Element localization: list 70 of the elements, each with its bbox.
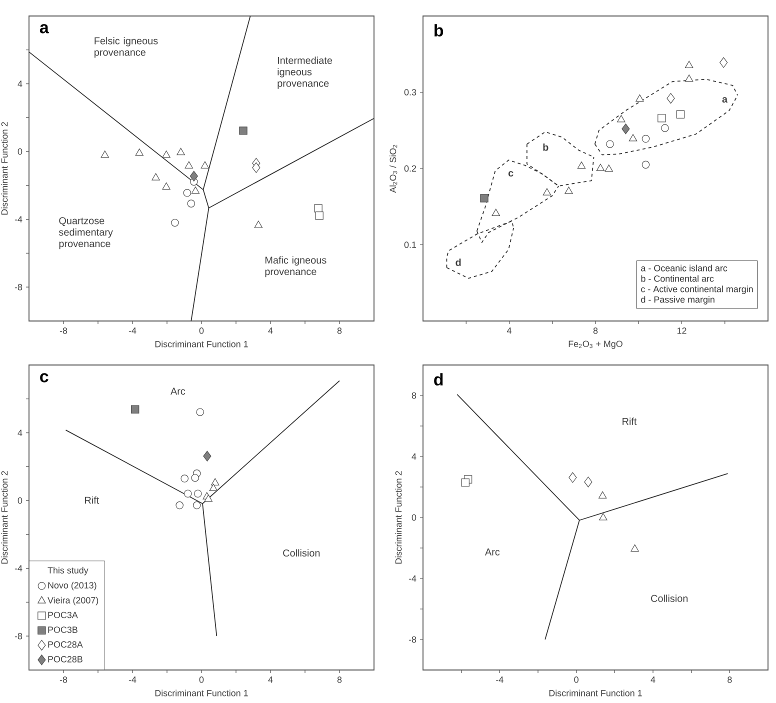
y-tick-label: -4 (14, 565, 22, 572)
legend-label: Vieira (2007) (48, 596, 98, 606)
x-tick-label: 4 (268, 676, 273, 683)
y-tick-label: -4 (408, 575, 416, 582)
legend-label: POC28B (48, 656, 82, 662)
annotation: d (456, 258, 461, 266)
annotation: Arc (170, 388, 186, 395)
y-tick-label: 4 (18, 80, 22, 87)
x-tick-label: 8 (337, 328, 342, 334)
y-tick-label: 0 (412, 514, 416, 521)
annotation: Arc (484, 548, 500, 556)
y-axis-title: Discriminant Function 2 (395, 471, 402, 564)
y-axis-title: Discriminant Function 2 (1, 122, 8, 215)
chart-title: b (434, 24, 444, 37)
annotation: b (543, 143, 548, 151)
annotation: c (508, 171, 514, 177)
chart-title: c (40, 373, 48, 382)
y-tick-label: 4 (18, 430, 22, 436)
x-tick-label: 4 (506, 328, 512, 334)
y-tick-label: 4 (412, 453, 416, 460)
annotation: Intermediate igneous provenance (278, 56, 332, 89)
x-tick-label: -4 (496, 676, 504, 683)
annotation: a - Oceanic island arc (641, 264, 728, 272)
annotation: Mafic igneous provenance (265, 256, 326, 278)
y-tick-label: -8 (408, 636, 416, 643)
x-tick-label: -4 (128, 676, 136, 683)
annotation: Collision (283, 549, 320, 557)
x-axis-title: Discriminant Function 1 (155, 340, 248, 348)
y-axis-title: Al$_{2}$O$_{3}$ / SiO$_{2}$ (390, 144, 398, 193)
annotation: Quartzose sedimentary provenance (58, 217, 113, 250)
y-tick-label: 0.3 (404, 89, 416, 96)
x-tick-label: 0 (574, 676, 578, 683)
annotation: Rift (622, 418, 637, 425)
x-axis-title: Fe$_{2}$O$_{3}$ + MgO (568, 340, 622, 349)
y-tick-label: 0 (18, 497, 22, 504)
x-axis-title: Discriminant Function 1 (549, 690, 642, 696)
y-tick-label: -8 (14, 284, 22, 290)
annotation: a (722, 97, 728, 103)
y-tick-label: -4 (14, 216, 22, 222)
annotation: d - Passive margin (641, 296, 714, 304)
chart-title: d (434, 373, 443, 386)
y-axis-title: Discriminant Function 2 (1, 471, 8, 564)
y-tick-label: 8 (412, 392, 416, 399)
x-tick-label: 8 (593, 328, 598, 334)
chart-title: a (40, 24, 49, 34)
x-tick-label: 0 (199, 328, 204, 334)
x-tick-label: 4 (650, 676, 656, 683)
y-tick-label: -8 (14, 632, 22, 640)
x-tick-label: -4 (128, 328, 136, 334)
x-tick-label: -8 (60, 676, 68, 683)
x-tick-label: 8 (728, 676, 732, 683)
legend-title: This study (48, 566, 88, 576)
annotation: Collision (651, 594, 688, 602)
legend-label: Novo (2013) (48, 582, 96, 590)
x-tick-label: 4 (268, 328, 273, 334)
annotation: Felsic igneous provenance (94, 37, 158, 58)
annotation: c - Active continental margin (641, 286, 753, 294)
y-tick-label: 0.2 (404, 165, 416, 172)
legend-label: POC28A (48, 641, 83, 648)
annotation: b - Continental arc (641, 275, 714, 282)
x-axis-title: Discriminant Function 1 (155, 690, 248, 696)
x-tick-label: 12 (677, 328, 686, 334)
x-tick-label: -8 (60, 328, 68, 334)
x-tick-label: 8 (337, 676, 342, 683)
legend-label: POC3B (48, 626, 78, 633)
x-tick-label: 0 (199, 676, 204, 683)
y-tick-label: 0 (18, 148, 22, 155)
annotation: Rift (85, 496, 100, 504)
y-tick-label: 0.1 (404, 242, 416, 248)
legend-label: POC3A (48, 612, 78, 618)
